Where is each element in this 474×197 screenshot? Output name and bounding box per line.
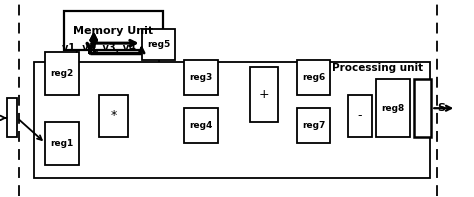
Text: v1, v2, v3, v4: v1, v2, v3, v4 xyxy=(62,43,136,53)
Bar xyxy=(376,79,410,137)
Bar xyxy=(297,108,330,143)
Text: +: + xyxy=(258,88,269,101)
Bar xyxy=(46,52,79,95)
Bar xyxy=(250,67,278,122)
Bar xyxy=(184,60,218,95)
Text: *: * xyxy=(110,110,117,123)
Text: Processing unit: Processing unit xyxy=(332,63,423,72)
Bar xyxy=(348,95,372,137)
Bar xyxy=(184,108,218,143)
Text: reg2: reg2 xyxy=(51,69,74,78)
Bar xyxy=(100,95,128,137)
Bar xyxy=(297,60,330,95)
Text: reg3: reg3 xyxy=(189,73,212,82)
Bar xyxy=(34,62,430,178)
Text: -: - xyxy=(358,110,362,123)
Text: reg8: reg8 xyxy=(382,104,405,113)
Bar xyxy=(64,11,163,50)
Bar xyxy=(142,29,175,60)
Text: reg1: reg1 xyxy=(51,139,74,148)
Text: reg5: reg5 xyxy=(147,40,170,49)
Text: reg4: reg4 xyxy=(189,121,212,130)
Text: S: S xyxy=(437,103,445,113)
Text: reg6: reg6 xyxy=(302,73,325,82)
Bar xyxy=(7,98,17,137)
Bar xyxy=(414,79,431,137)
Bar xyxy=(46,122,79,164)
Text: reg7: reg7 xyxy=(302,121,325,130)
Text: Memory Unit: Memory Unit xyxy=(73,26,154,35)
